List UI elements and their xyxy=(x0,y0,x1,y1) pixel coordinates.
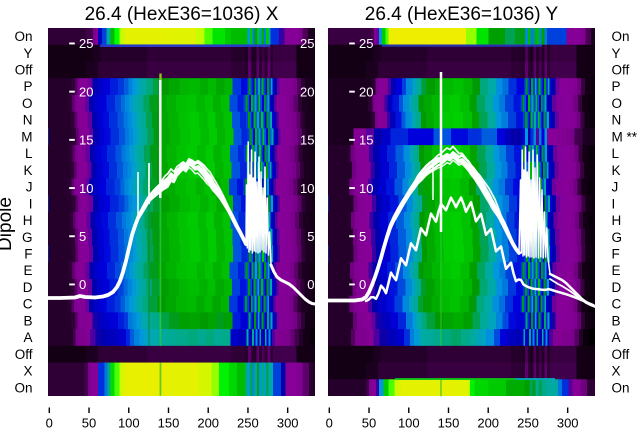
svg-text:O: O xyxy=(612,96,623,111)
svg-text:20: 20 xyxy=(359,84,373,99)
svg-text:Y: Y xyxy=(612,46,621,61)
svg-text:Off: Off xyxy=(15,63,33,78)
svg-text:25: 25 xyxy=(300,36,314,51)
svg-text:15: 15 xyxy=(79,133,93,148)
svg-text:K: K xyxy=(23,163,32,178)
svg-text:I: I xyxy=(612,196,616,211)
svg-text:G: G xyxy=(22,230,33,245)
svg-text:0: 0 xyxy=(79,277,86,292)
svg-text:26.4 (HexE36=1036) X: 26.4 (HexE36=1036) X xyxy=(85,4,279,25)
svg-text:250: 250 xyxy=(237,416,259,431)
svg-text:200: 200 xyxy=(197,416,219,431)
svg-text:E: E xyxy=(23,263,32,278)
svg-text:0: 0 xyxy=(46,416,53,431)
svg-text:L: L xyxy=(25,146,33,161)
svg-text:J: J xyxy=(26,180,33,195)
svg-text:On: On xyxy=(14,380,32,395)
svg-text:E: E xyxy=(612,263,621,278)
svg-text:200: 200 xyxy=(477,416,499,431)
svg-text:15: 15 xyxy=(359,133,373,148)
svg-text:0: 0 xyxy=(326,416,333,431)
svg-text:26.4 (HexE36=1036) Y: 26.4 (HexE36=1036) Y xyxy=(365,4,559,25)
svg-text:Dipole: Dipole xyxy=(0,197,16,251)
svg-text:H: H xyxy=(612,213,622,228)
svg-text:0: 0 xyxy=(359,277,366,292)
svg-text:F: F xyxy=(24,247,32,262)
svg-text:F: F xyxy=(612,247,620,262)
svg-text:On: On xyxy=(14,29,32,44)
svg-text:N: N xyxy=(23,113,33,128)
svg-text:J: J xyxy=(612,180,619,195)
svg-text:N: N xyxy=(612,113,622,128)
svg-text:300: 300 xyxy=(557,416,579,431)
svg-text:D: D xyxy=(612,280,622,295)
svg-text:300: 300 xyxy=(277,416,299,431)
svg-text:I: I xyxy=(29,196,33,211)
svg-text:100: 100 xyxy=(398,416,420,431)
svg-text:20: 20 xyxy=(300,84,314,99)
svg-text:H: H xyxy=(23,213,33,228)
svg-text:50: 50 xyxy=(82,416,96,431)
svg-text:25: 25 xyxy=(79,36,93,51)
svg-text:B: B xyxy=(612,313,621,328)
svg-text:K: K xyxy=(612,163,621,178)
svg-text:15: 15 xyxy=(300,133,314,148)
svg-text:X: X xyxy=(612,364,621,379)
svg-text:M: M xyxy=(21,129,32,144)
svg-text:10: 10 xyxy=(79,181,93,196)
svg-text:20: 20 xyxy=(79,84,93,99)
svg-text:P: P xyxy=(23,79,32,94)
svg-text:L: L xyxy=(612,146,620,161)
svg-text:C: C xyxy=(23,297,33,312)
svg-text:10: 10 xyxy=(359,181,373,196)
svg-text:100: 100 xyxy=(118,416,140,431)
svg-text:Off: Off xyxy=(15,347,33,362)
svg-text:B: B xyxy=(23,313,32,328)
svg-text:5: 5 xyxy=(359,229,366,244)
svg-text:A: A xyxy=(612,330,621,345)
svg-text:50: 50 xyxy=(362,416,376,431)
svg-text:M **: M ** xyxy=(612,129,638,144)
svg-text:C: C xyxy=(612,297,622,312)
svg-text:D: D xyxy=(23,280,33,295)
svg-text:10: 10 xyxy=(300,181,314,196)
svg-text:25: 25 xyxy=(359,36,373,51)
svg-text:X: X xyxy=(23,364,32,379)
svg-text:Off: Off xyxy=(612,347,630,362)
svg-text:P: P xyxy=(612,79,621,94)
svg-text:O: O xyxy=(22,96,33,111)
svg-text:On: On xyxy=(612,380,630,395)
svg-text:A: A xyxy=(23,330,32,345)
svg-text:Off: Off xyxy=(612,63,630,78)
svg-text:150: 150 xyxy=(438,416,460,431)
svg-text:On: On xyxy=(612,29,630,44)
svg-text:250: 250 xyxy=(517,416,539,431)
svg-text:5: 5 xyxy=(307,229,314,244)
svg-text:0: 0 xyxy=(307,277,314,292)
svg-text:G: G xyxy=(612,230,623,245)
svg-text:5: 5 xyxy=(79,229,86,244)
svg-text:150: 150 xyxy=(158,416,180,431)
svg-text:Y: Y xyxy=(23,46,32,61)
